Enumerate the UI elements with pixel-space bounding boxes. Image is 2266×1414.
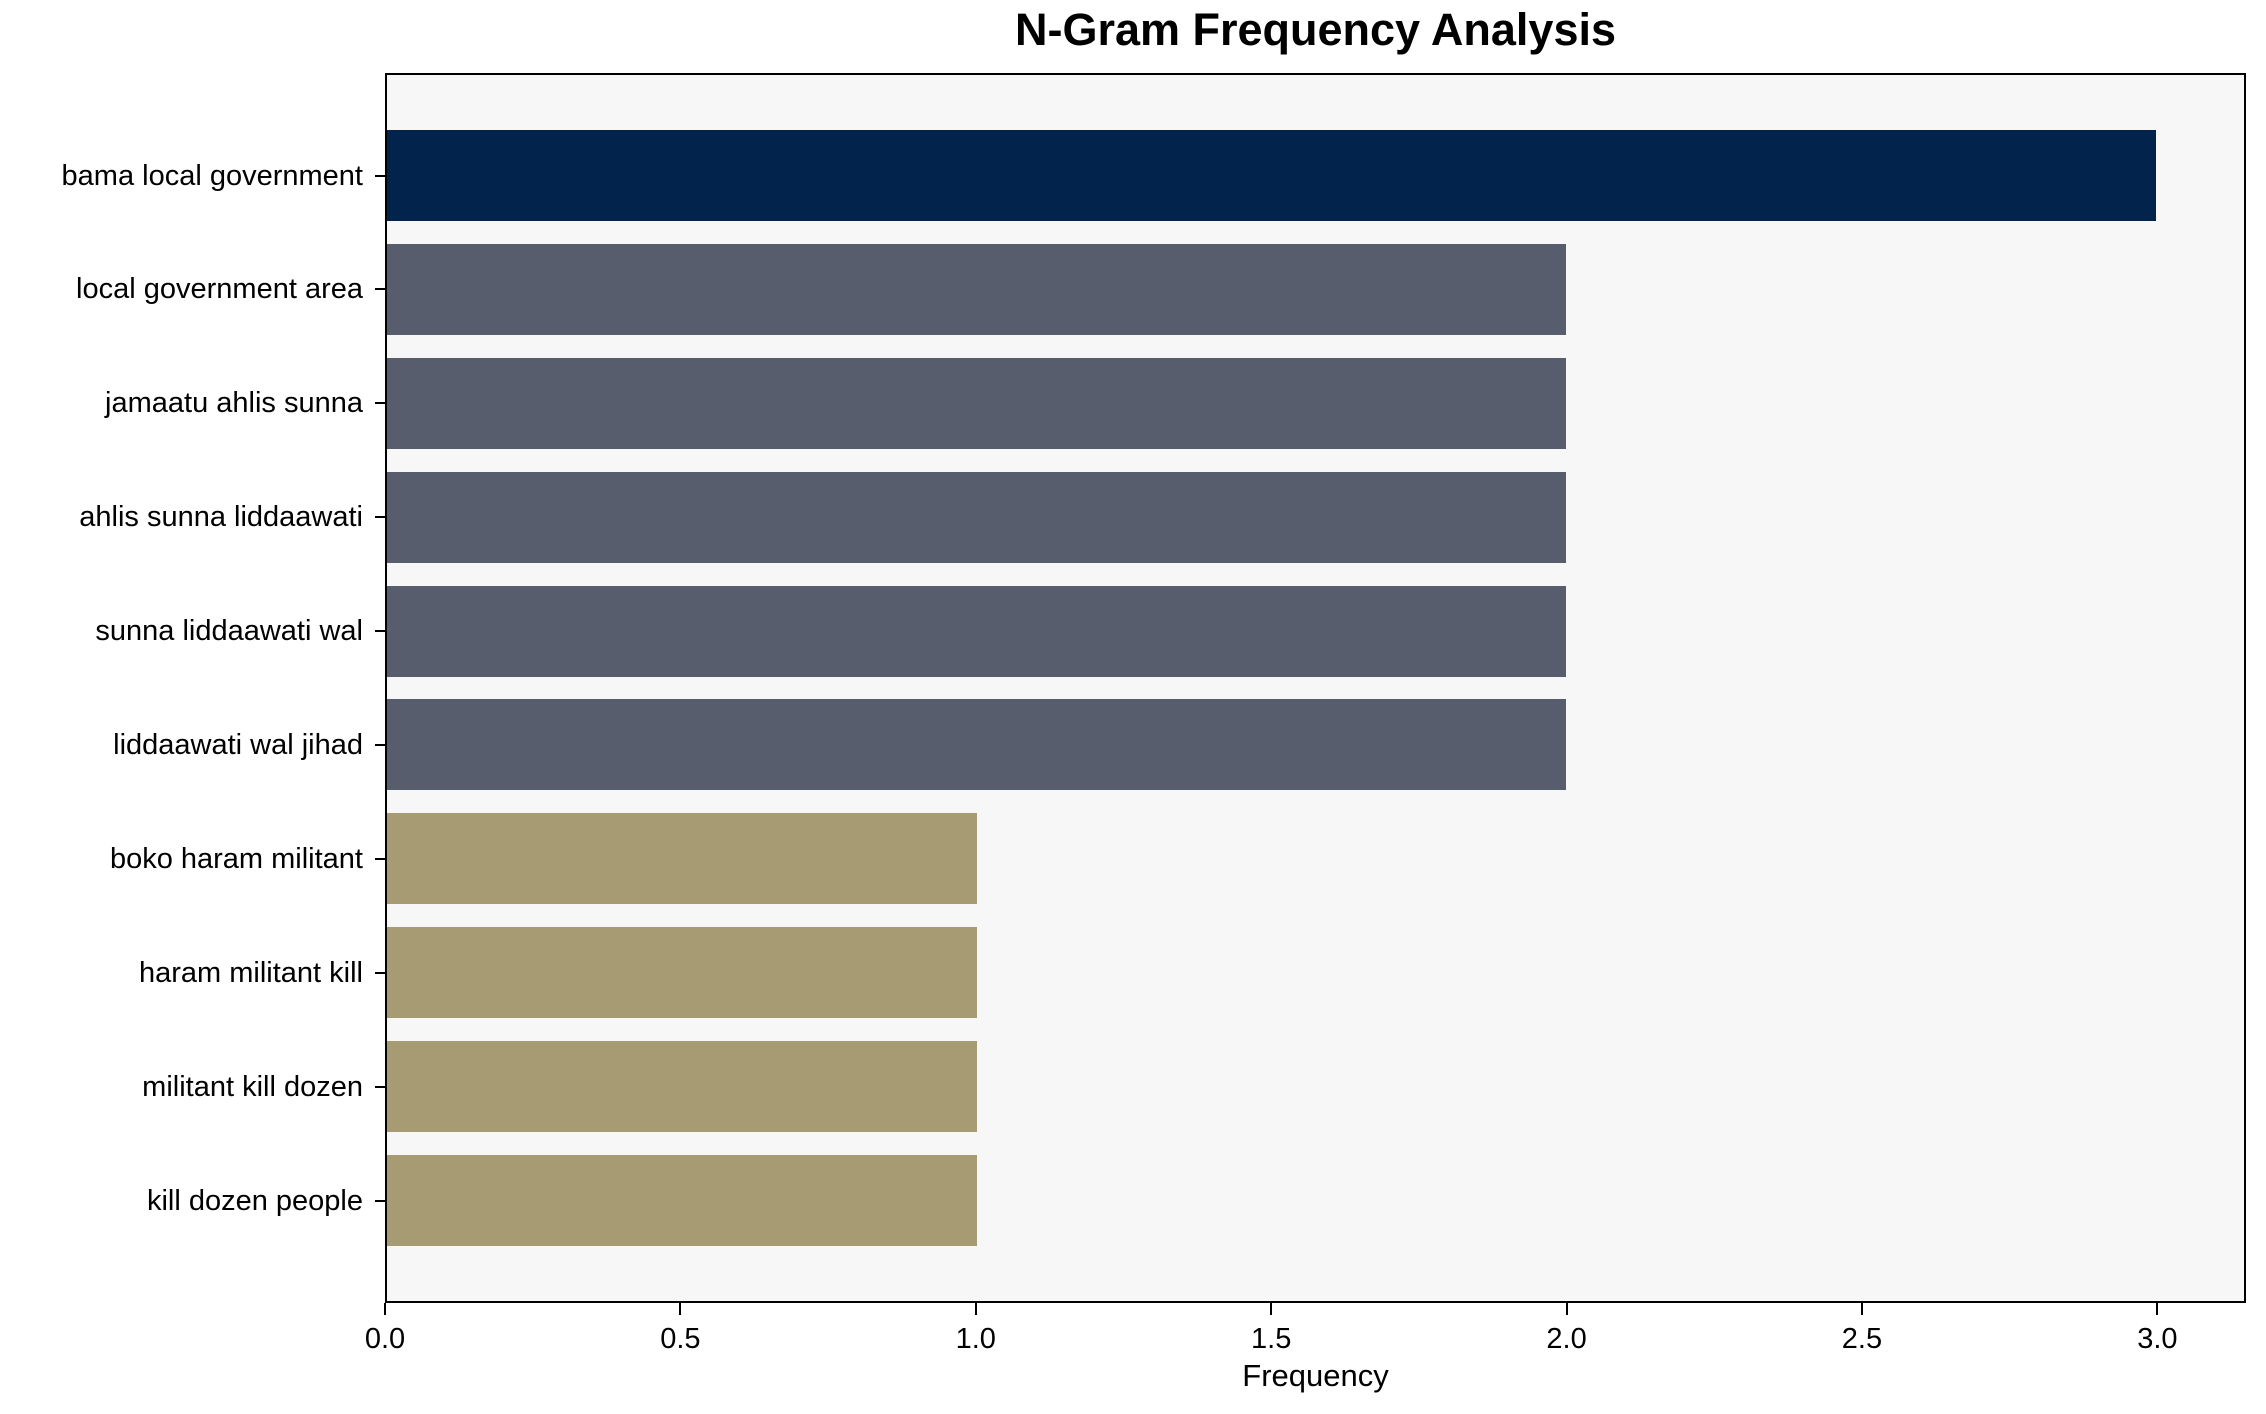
x-tick-mark — [679, 1303, 682, 1315]
y-tick-label: haram militant kill — [139, 956, 363, 989]
y-tick-label: kill dozen people — [146, 1184, 363, 1217]
x-tick-label: 2.0 — [1546, 1323, 1587, 1355]
x-tick-label: 1.0 — [955, 1323, 996, 1355]
y-tick-label: militant kill dozen — [142, 1070, 363, 1103]
bar-liddaawati-wal-jihad — [387, 699, 1567, 791]
bar-militant-kill-dozen — [387, 1041, 977, 1133]
y-tick-mark — [375, 1199, 385, 1202]
x-tick-mark — [974, 1303, 977, 1315]
x-tick-label: 2.5 — [1841, 1323, 1883, 1355]
y-tick-mark — [375, 857, 385, 860]
y-tick-mark — [375, 402, 385, 405]
y-tick-label: liddaawati wal jihad — [113, 728, 363, 761]
x-axis-label: Frequency — [1242, 1358, 1389, 1393]
x-tick-mark — [1270, 1303, 1273, 1315]
bar-jamaatu-ahlis-sunna — [387, 357, 1567, 449]
bar-sunna-liddaawati-wal — [387, 585, 1567, 677]
y-tick-label: bama local government — [61, 159, 363, 192]
bar-kill-dozen-people — [387, 1154, 977, 1247]
y-tick-label: local government area — [76, 273, 363, 306]
x-tick-mark — [1565, 1303, 1568, 1315]
bar-local-government-area — [387, 243, 1567, 335]
y-tick-mark — [375, 1085, 385, 1088]
bar-boko-haram-militant — [387, 813, 977, 905]
x-tick-label: 0.0 — [364, 1323, 406, 1355]
bar-bama-local-government — [387, 129, 2156, 222]
x-tick-mark — [1860, 1303, 1863, 1315]
plot-area — [385, 73, 2246, 1303]
y-tick-mark — [375, 630, 385, 633]
y-tick-mark — [375, 743, 385, 746]
bar-ahlis-sunna-liddaawati — [387, 471, 1567, 563]
y-tick-mark — [375, 971, 385, 974]
x-tick-mark — [2156, 1303, 2159, 1315]
bar-haram-militant-kill — [387, 927, 977, 1019]
x-tick-mark — [384, 1303, 386, 1315]
y-tick-mark — [375, 516, 385, 519]
y-tick-label: boko haram militant — [109, 842, 363, 875]
x-tick-label: 1.5 — [1251, 1323, 1292, 1355]
y-tick-label: sunna liddaawati wal — [95, 615, 363, 648]
chart-title: N-Gram Frequency Analysis — [1014, 4, 1617, 55]
y-tick-mark — [375, 288, 385, 291]
x-tick-label: 0.5 — [660, 1323, 701, 1355]
y-tick-label: jamaatu ahlis sunna — [105, 387, 363, 420]
y-tick-mark — [375, 174, 385, 177]
x-tick-label: 3.0 — [2137, 1323, 2178, 1355]
y-tick-label: ahlis sunna liddaawati — [79, 501, 363, 534]
